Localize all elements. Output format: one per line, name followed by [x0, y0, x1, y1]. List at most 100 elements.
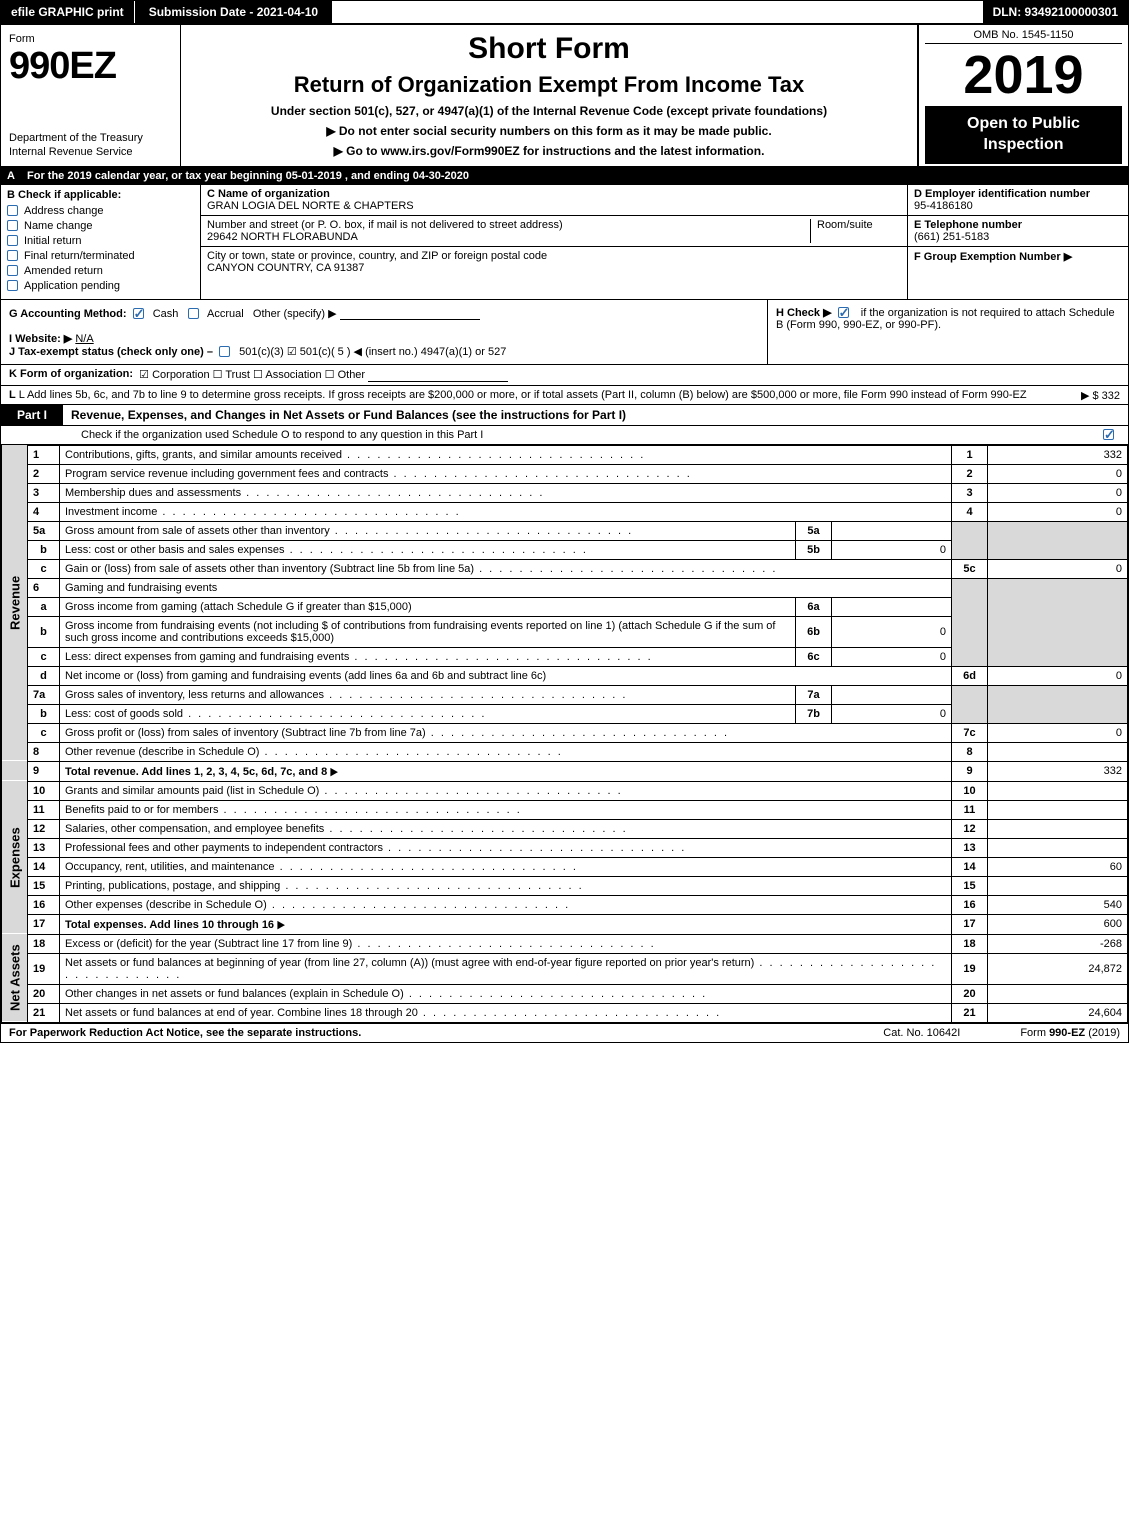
department-label: Department of the Treasury Internal Reve… [9, 131, 172, 160]
line-ref: 12 [952, 819, 988, 838]
line-desc: Membership dues and assessments [60, 483, 952, 502]
submission-date-tab: Submission Date - 2021-04-10 [135, 1, 332, 23]
checkbox-icon[interactable] [7, 265, 18, 276]
expenses-side-label: Expenses [2, 781, 28, 934]
l-text: L Add lines 5b, 6c, and 7b to line 9 to … [19, 389, 1027, 401]
efile-print-button[interactable]: efile GRAPHIC print [1, 1, 135, 23]
line-value [988, 876, 1128, 895]
chk-address-change[interactable]: Address change [7, 205, 194, 217]
sub-value: 0 [832, 540, 952, 559]
line-desc: Net assets or fund balances at beginning… [60, 953, 952, 984]
line-value [988, 838, 1128, 857]
chk-initial-return[interactable]: Initial return [7, 235, 194, 247]
chk-name-change[interactable]: Name change [7, 220, 194, 232]
line-desc: Less: cost or other basis and sales expe… [60, 540, 796, 559]
line-ref: 8 [952, 742, 988, 761]
line-desc: Gross sales of inventory, less returns a… [60, 685, 796, 704]
checkbox-icon[interactable] [7, 205, 18, 216]
line-ref: 16 [952, 895, 988, 914]
line-ref: 17 [952, 914, 988, 934]
form-word: Form [9, 33, 35, 45]
arrow-icon: ▶ [331, 765, 339, 778]
chk-amended-return[interactable]: Amended return [7, 265, 194, 277]
sub-value: 0 [832, 647, 952, 666]
part1-sub-label: Check if the organization used Schedule … [81, 429, 483, 441]
g-other-field[interactable] [340, 306, 480, 320]
checkbox-icon[interactable] [838, 307, 849, 318]
chk-label: Final return/terminated [24, 250, 135, 262]
chk-label: Amended return [24, 265, 103, 277]
line-desc: Gross income from gaming (attach Schedul… [60, 597, 796, 616]
sub-ref: 5a [796, 521, 832, 540]
part1-header: Part I Revenue, Expenses, and Changes in… [1, 405, 1128, 426]
chk-final-return[interactable]: Final return/terminated [7, 250, 194, 262]
line-ref: 13 [952, 838, 988, 857]
checkbox-icon[interactable] [7, 250, 18, 261]
k-line: K Form of organization: ☑ Corporation ☐ … [1, 365, 1128, 386]
sub-ref: 7b [796, 704, 832, 723]
line-number: c [28, 723, 60, 742]
org-name-value: GRAN LOGIA DEL NORTE & CHAPTERS [207, 200, 414, 212]
line-value [988, 819, 1128, 838]
sub-ref: 6c [796, 647, 832, 666]
j-options: 501(c)(3) ☑ 501(c)( 5 ) ◀ (insert no.) 4… [239, 346, 506, 358]
footer-center: Cat. No. 10642I [883, 1027, 960, 1039]
checkbox-icon[interactable] [7, 220, 18, 231]
line-value: 24,604 [988, 1003, 1128, 1022]
checkbox-icon[interactable] [7, 235, 18, 246]
line-desc: Other expenses (describe in Schedule O) [60, 895, 952, 914]
sub-ref: 5b [796, 540, 832, 559]
line-desc: Gross income from fundraising events (no… [60, 616, 796, 647]
line-ref: 20 [952, 984, 988, 1003]
i-label: I Website: ▶ [9, 333, 72, 345]
short-form-title: Short Form [191, 32, 907, 66]
grey-cell [952, 685, 988, 723]
checkbox-icon[interactable] [188, 308, 199, 319]
room-label: Room/suite [817, 219, 873, 231]
tax-year: 2019 [925, 44, 1122, 102]
line-ref: 2 [952, 464, 988, 483]
line-value: 24,872 [988, 953, 1128, 984]
line-value: 60 [988, 857, 1128, 876]
ein-value: 95-4186180 [914, 200, 973, 212]
form-page: efile GRAPHIC print Submission Date - 20… [0, 0, 1129, 1043]
website-value: N/A [75, 333, 93, 345]
checkbox-icon[interactable] [1103, 429, 1114, 440]
form-number-col: Form 990EZ Department of the Treasury In… [1, 25, 181, 166]
k-options: ☑ Corporation ☐ Trust ☐ Association ☐ Ot… [139, 368, 365, 382]
sub-ref: 6a [796, 597, 832, 616]
g-accrual-label: Accrual [207, 308, 244, 320]
sub-value [832, 597, 952, 616]
line-desc: Professional fees and other payments to … [60, 838, 952, 857]
identity-block: B Check if applicable: Address change Na… [1, 185, 1128, 300]
k-other-field[interactable] [368, 368, 508, 382]
line-desc: Net income or (loss) from gaming and fun… [60, 666, 952, 685]
line-number: 8 [28, 742, 60, 761]
line-ref: 4 [952, 502, 988, 521]
line-number: b [28, 704, 60, 723]
chk-application-pending[interactable]: Application pending [7, 280, 194, 292]
checkbox-icon[interactable] [219, 346, 230, 357]
year-col: OMB No. 1545-1150 2019 Open to Public In… [918, 25, 1128, 166]
street-value: 29642 NORTH FLORABUNDA [207, 231, 358, 243]
line-desc: Total revenue. Add lines 1, 2, 3, 4, 5c,… [60, 761, 952, 781]
line-number: c [28, 559, 60, 578]
checkbox-icon[interactable] [133, 308, 144, 319]
dln-label: DLN: 93492100000301 [983, 1, 1128, 23]
part1-title: Revenue, Expenses, and Changes in Net As… [63, 405, 1128, 425]
title-col: Short Form Return of Organization Exempt… [181, 25, 918, 166]
line-ref: 18 [952, 934, 988, 953]
line-number: b [28, 540, 60, 559]
line-value: 0 [988, 502, 1128, 521]
return-title: Return of Organization Exempt From Incom… [191, 72, 907, 98]
checkbox-icon[interactable] [7, 280, 18, 291]
line-number: 18 [28, 934, 60, 953]
line-value: -268 [988, 934, 1128, 953]
city-value: CANYON COUNTRY, CA 91387 [207, 262, 364, 274]
line-value: 0 [988, 666, 1128, 685]
org-name-label: C Name of organization [207, 188, 330, 200]
page-footer: For Paperwork Reduction Act Notice, see … [1, 1023, 1128, 1042]
line-value [988, 984, 1128, 1003]
line-number: 4 [28, 502, 60, 521]
goto-link[interactable]: ▶ Go to www.irs.gov/Form990EZ for instru… [191, 144, 907, 158]
